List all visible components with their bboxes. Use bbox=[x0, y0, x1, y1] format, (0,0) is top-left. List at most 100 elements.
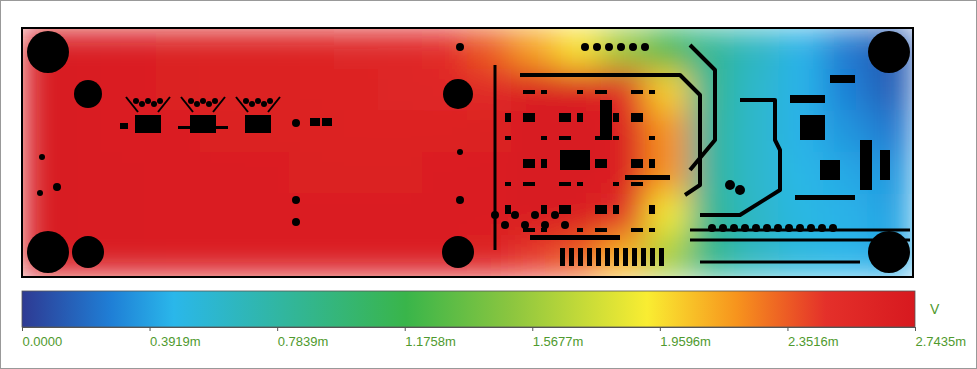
pad bbox=[505, 205, 511, 214]
cell bbox=[244, 152, 290, 195]
cell bbox=[868, 69, 913, 112]
hole bbox=[818, 224, 826, 232]
cell bbox=[66, 152, 112, 195]
cell bbox=[601, 194, 647, 237]
cell bbox=[66, 28, 112, 70]
cell bbox=[512, 152, 558, 195]
pad bbox=[505, 136, 511, 140]
cell bbox=[378, 69, 424, 112]
hole bbox=[708, 224, 716, 232]
hole bbox=[521, 221, 529, 229]
cell bbox=[200, 28, 246, 70]
pad bbox=[523, 182, 535, 186]
hole bbox=[501, 221, 509, 229]
cell bbox=[289, 152, 335, 195]
cell bbox=[200, 194, 246, 237]
cell bbox=[22, 69, 67, 112]
cell bbox=[556, 111, 602, 154]
pad bbox=[625, 175, 670, 180]
cell bbox=[244, 69, 290, 112]
pad bbox=[623, 248, 628, 266]
cell bbox=[645, 28, 691, 70]
hole bbox=[292, 119, 300, 127]
hole bbox=[206, 101, 212, 107]
trace bbox=[158, 97, 170, 112]
pad bbox=[600, 100, 612, 140]
pad bbox=[649, 159, 655, 168]
pad bbox=[577, 228, 583, 232]
hole bbox=[807, 224, 815, 232]
hole bbox=[243, 98, 249, 104]
pad bbox=[605, 248, 610, 266]
cell bbox=[823, 28, 869, 70]
trace bbox=[494, 65, 497, 250]
tick-mark bbox=[277, 327, 278, 331]
pad bbox=[830, 75, 855, 83]
hole bbox=[255, 98, 261, 104]
hole bbox=[27, 231, 69, 273]
cell bbox=[378, 152, 424, 195]
cell bbox=[111, 194, 157, 237]
hole bbox=[145, 98, 151, 104]
hole bbox=[39, 154, 45, 160]
hole bbox=[629, 43, 637, 51]
cell bbox=[467, 235, 513, 277]
hole bbox=[37, 190, 43, 196]
hole bbox=[212, 98, 218, 104]
pad bbox=[820, 160, 840, 180]
cell bbox=[155, 69, 201, 112]
cell bbox=[512, 28, 558, 70]
cell bbox=[200, 152, 246, 195]
hole bbox=[292, 196, 300, 204]
pad bbox=[800, 115, 825, 140]
cell bbox=[22, 152, 67, 195]
cell bbox=[22, 194, 67, 237]
cell bbox=[289, 235, 335, 277]
cell bbox=[378, 111, 424, 154]
hole bbox=[267, 98, 273, 104]
pad bbox=[559, 205, 571, 214]
pad bbox=[649, 228, 655, 232]
pad bbox=[523, 90, 535, 94]
colorbar-axis: 0.00000.3919m0.7839m1.1758m1.5677m1.9596… bbox=[23, 327, 967, 349]
board-outline bbox=[22, 28, 913, 277]
figure: 0.00000.3919m0.7839m1.1758m1.5677m1.9596… bbox=[0, 0, 977, 369]
hole bbox=[139, 101, 145, 107]
tick-mark bbox=[532, 327, 533, 331]
pad bbox=[310, 118, 320, 126]
hole bbox=[752, 224, 760, 232]
tick-mark bbox=[787, 327, 788, 331]
pad bbox=[541, 90, 547, 94]
trace bbox=[126, 97, 138, 112]
cell bbox=[645, 111, 691, 154]
pad bbox=[650, 248, 655, 266]
hole bbox=[457, 149, 463, 155]
pad bbox=[659, 248, 664, 266]
hole bbox=[551, 211, 559, 219]
colorbar bbox=[22, 291, 915, 327]
pad bbox=[595, 205, 607, 214]
hole bbox=[292, 218, 300, 226]
cell bbox=[200, 69, 246, 112]
tick-label: 2.3516m bbox=[788, 334, 839, 349]
cell bbox=[422, 194, 468, 237]
cell bbox=[556, 194, 602, 237]
hole bbox=[157, 98, 163, 104]
hole bbox=[593, 43, 601, 51]
cell bbox=[779, 69, 825, 112]
cell bbox=[155, 28, 201, 70]
hole bbox=[605, 43, 613, 51]
tick: 2.7435m bbox=[916, 327, 967, 349]
cell bbox=[333, 194, 379, 237]
hole bbox=[829, 224, 837, 232]
pad bbox=[860, 140, 872, 190]
pad bbox=[541, 159, 547, 168]
hole bbox=[641, 43, 649, 51]
tick-mark bbox=[405, 327, 406, 331]
pad bbox=[595, 159, 607, 168]
cell bbox=[333, 152, 379, 195]
cell bbox=[512, 111, 558, 154]
cell bbox=[467, 111, 513, 154]
hole bbox=[725, 180, 735, 190]
pad bbox=[631, 159, 643, 168]
